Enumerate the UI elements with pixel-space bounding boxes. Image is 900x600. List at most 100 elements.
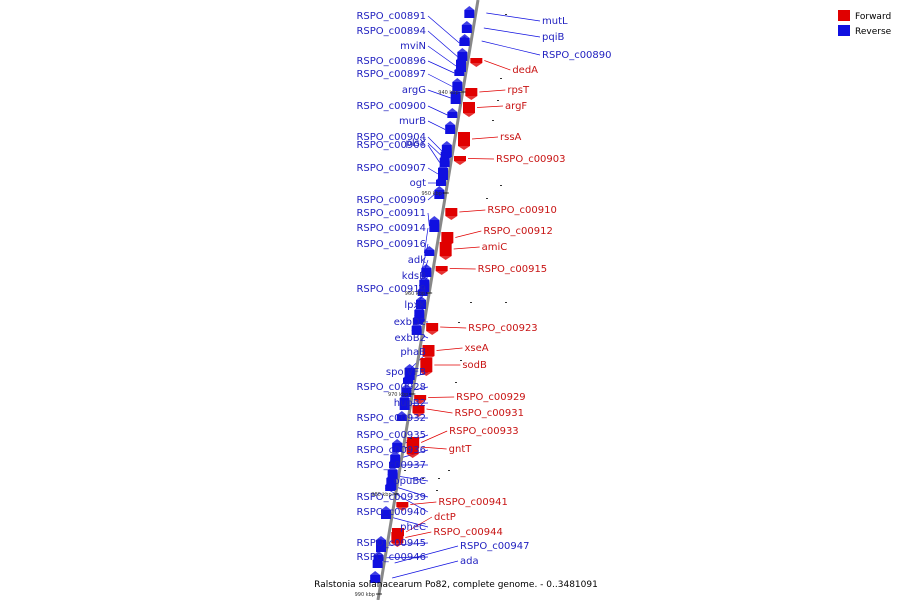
gene-feature-pqiB[interactable] xyxy=(461,21,472,33)
gene-feature-RSPO_c00937[interactable] xyxy=(389,458,399,468)
gene-feature-argF[interactable] xyxy=(463,102,475,117)
gene-label-plsY[interactable]: plsY xyxy=(406,138,427,149)
gene-feature-RSPO_c00944[interactable] xyxy=(391,532,404,547)
gene-label-amiC[interactable]: amiC xyxy=(482,242,508,253)
gene-label-RSPO_c00937[interactable]: RSPO_c00937 xyxy=(356,460,426,471)
gene-label-RSPO_c00911[interactable]: RSPO_c00911 xyxy=(356,208,426,219)
gene-feature-RSPO_c00896[interactable] xyxy=(454,66,465,76)
gene-feature-RSPO_c00947[interactable] xyxy=(372,556,383,568)
gene-feature-exbB2[interactable] xyxy=(411,322,422,335)
gene-feature-RSPO_c00932[interactable] xyxy=(396,411,407,421)
gene-label-RSPO_c00916[interactable]: RSPO_c00916 xyxy=(356,239,426,250)
gene-label-RSPO_c00939[interactable]: RSPO_c00939 xyxy=(356,492,426,503)
gene-feature-RSPO_c00909[interactable] xyxy=(434,186,445,199)
gene-feature-RSPO_c00900[interactable] xyxy=(447,108,458,118)
gene-label-RSPO_c00907[interactable]: RSPO_c00907 xyxy=(356,163,426,174)
gene-feature-RSPO_c00940[interactable] xyxy=(385,481,396,491)
gene-label-RSPO_c00896[interactable]: RSPO_c00896 xyxy=(356,56,426,67)
gene-label-RSPO_c00900[interactable]: RSPO_c00900 xyxy=(356,101,426,112)
gene-label-RSPO_c00947[interactable]: RSPO_c00947 xyxy=(460,541,530,552)
gene-label-exbB2[interactable]: exbB2 xyxy=(395,333,426,344)
gene-label-RSPO_c00914[interactable]: RSPO_c00914 xyxy=(356,223,426,234)
gene-label-RSPO_c00929[interactable]: RSPO_c00929 xyxy=(456,392,526,403)
gene-label-RSPO_c00931[interactable]: RSPO_c00931 xyxy=(455,408,525,419)
gene-label-phaB[interactable]: phaB xyxy=(400,347,426,358)
gene-label-hupB2[interactable]: hupB2 xyxy=(394,398,426,409)
gene-label-RSPO_c00941[interactable]: RSPO_c00941 xyxy=(438,497,508,508)
gene-label-spoIVFB[interactable]: spoIVFB xyxy=(386,367,426,378)
gene-feature-rssA[interactable] xyxy=(458,132,470,150)
gene-feature-RSPO_c00923[interactable] xyxy=(426,323,439,335)
gene-label-RSPO_c00909[interactable]: RSPO_c00909 xyxy=(356,195,426,206)
gene-label-lpxK[interactable]: lpxK xyxy=(404,300,426,311)
gene-label-rpsT[interactable]: rpsT xyxy=(507,85,530,96)
gene-label-RSPO_c00936[interactable]: RSPO_c00936 xyxy=(356,445,426,456)
gene-feature-RSPO_c00914[interactable] xyxy=(424,246,435,256)
gene-label-pqiB[interactable]: pqiB xyxy=(542,32,564,43)
gene-feature-ogt[interactable] xyxy=(436,176,446,186)
gene-feature-RSPO_c00910[interactable] xyxy=(445,208,458,220)
gene-feature-RSPO_c00941[interactable] xyxy=(396,502,409,511)
gene-feature-pheC[interactable] xyxy=(381,506,391,519)
gene-feature-gntT[interactable] xyxy=(406,440,419,458)
gene-label-ogt[interactable]: ogt xyxy=(410,178,426,189)
gene-label-RSPO_c00910[interactable]: RSPO_c00910 xyxy=(487,205,557,216)
gene-feature-RSPO_c00929[interactable] xyxy=(414,395,427,404)
gene-feature-RSPO_c00911[interactable] xyxy=(429,216,440,232)
gene-label-exbD2[interactable]: exbD2 xyxy=(394,317,426,328)
gene-label-RSPO_c00904[interactable]: RSPO_c00904 xyxy=(356,132,426,143)
gene-label-opuBC[interactable]: opuBC xyxy=(394,476,426,487)
gene-feature-spoIVFB[interactable] xyxy=(403,374,413,384)
gene-label-rssA[interactable]: rssA xyxy=(500,132,522,143)
gene-label-RSPO_c00894[interactable]: RSPO_c00894 xyxy=(356,26,426,37)
gene-label-mutL[interactable]: mutL xyxy=(542,16,568,27)
gene-label-dctP[interactable]: dctP xyxy=(434,512,456,523)
gene-feature-hupB2[interactable] xyxy=(399,394,410,410)
gene-feature-sodB[interactable] xyxy=(420,358,433,376)
gene-feature-RSPO_c00890[interactable] xyxy=(459,34,470,46)
gene-label-sodB[interactable]: sodB xyxy=(462,360,487,371)
gene-label-RSPO_c00891[interactable]: RSPO_c00891 xyxy=(356,11,426,22)
gene-label-RSPO_c00919[interactable]: RSPO_c00919 xyxy=(356,284,426,295)
gene-label-RSPO_c00933[interactable]: RSPO_c00933 xyxy=(449,426,519,437)
gene-label-RSPO_c00897[interactable]: RSPO_c00897 xyxy=(356,69,426,80)
gene-label-RSPO_c00890[interactable]: RSPO_c00890 xyxy=(542,50,612,61)
gene-label-RSPO_c00903[interactable]: RSPO_c00903 xyxy=(496,154,566,165)
gene-feature-RSPO_c00935[interactable] xyxy=(392,439,403,452)
gene-feature-murB[interactable] xyxy=(445,121,456,134)
gene-feature-dedA[interactable] xyxy=(470,58,483,67)
gene-feature-rpsT[interactable] xyxy=(465,88,478,100)
gene-feature-RSPO_c00903[interactable] xyxy=(454,156,466,165)
gene-label-argG[interactable]: argG xyxy=(402,85,426,96)
gene-label-xseA[interactable]: xseA xyxy=(465,343,489,354)
gene-label-ada[interactable]: ada xyxy=(460,556,479,567)
gene-label-argF[interactable]: argF xyxy=(505,101,527,112)
gene-feature-amiC[interactable] xyxy=(439,242,452,260)
gene-label-murB[interactable]: murB xyxy=(399,116,426,127)
gene-label-adk[interactable]: adk xyxy=(408,255,426,266)
gene-feature-RSPO_c00931[interactable] xyxy=(412,405,425,417)
gene-feature-RSPO_c00945[interactable] xyxy=(376,536,386,552)
gene-feature-kdsB[interactable] xyxy=(417,286,428,296)
gene-feature-mutL[interactable] xyxy=(464,6,475,18)
gene-label-RSPO_c00928[interactable]: RSPO_c00928 xyxy=(356,382,426,393)
gene-label-RSPO_c00935[interactable]: RSPO_c00935 xyxy=(356,430,426,441)
gene-label-RSPO_c00923[interactable]: RSPO_c00923 xyxy=(468,323,538,334)
gene-label-mviN[interactable]: mviN xyxy=(400,41,426,52)
gene-label-gntT[interactable]: gntT xyxy=(449,444,473,455)
gene-label-dedA[interactable]: dedA xyxy=(512,65,538,76)
gene-feature-RSPO_c00915[interactable] xyxy=(435,266,448,275)
gene-label-RSPO_c00945[interactable]: RSPO_c00945 xyxy=(356,538,426,549)
gene-label-RSPO_c00932[interactable]: RSPO_c00932 xyxy=(356,413,426,424)
gene-label-RSPO_c00940[interactable]: RSPO_c00940 xyxy=(356,507,426,518)
gene-label-RSPO_c00946[interactable]: RSPO_c00946 xyxy=(356,552,426,563)
gene-feature-RSPO_c00916[interactable] xyxy=(421,264,432,277)
gene-label-RSPO_c00906[interactable]: RSPO_c00906 xyxy=(356,140,426,151)
gene-label-RSPO_c00912[interactable]: RSPO_c00912 xyxy=(483,226,553,237)
gene-feature-argG[interactable] xyxy=(450,88,461,104)
gene-label-RSPO_c00944[interactable]: RSPO_c00944 xyxy=(433,527,503,538)
gene-label-RSPO_c00915[interactable]: RSPO_c00915 xyxy=(478,264,548,275)
gene-feature-exbD2[interactable] xyxy=(413,314,423,324)
gene-label-pheC[interactable]: pheC xyxy=(400,522,426,533)
gene-label-kdsB[interactable]: kdsB xyxy=(402,271,426,282)
